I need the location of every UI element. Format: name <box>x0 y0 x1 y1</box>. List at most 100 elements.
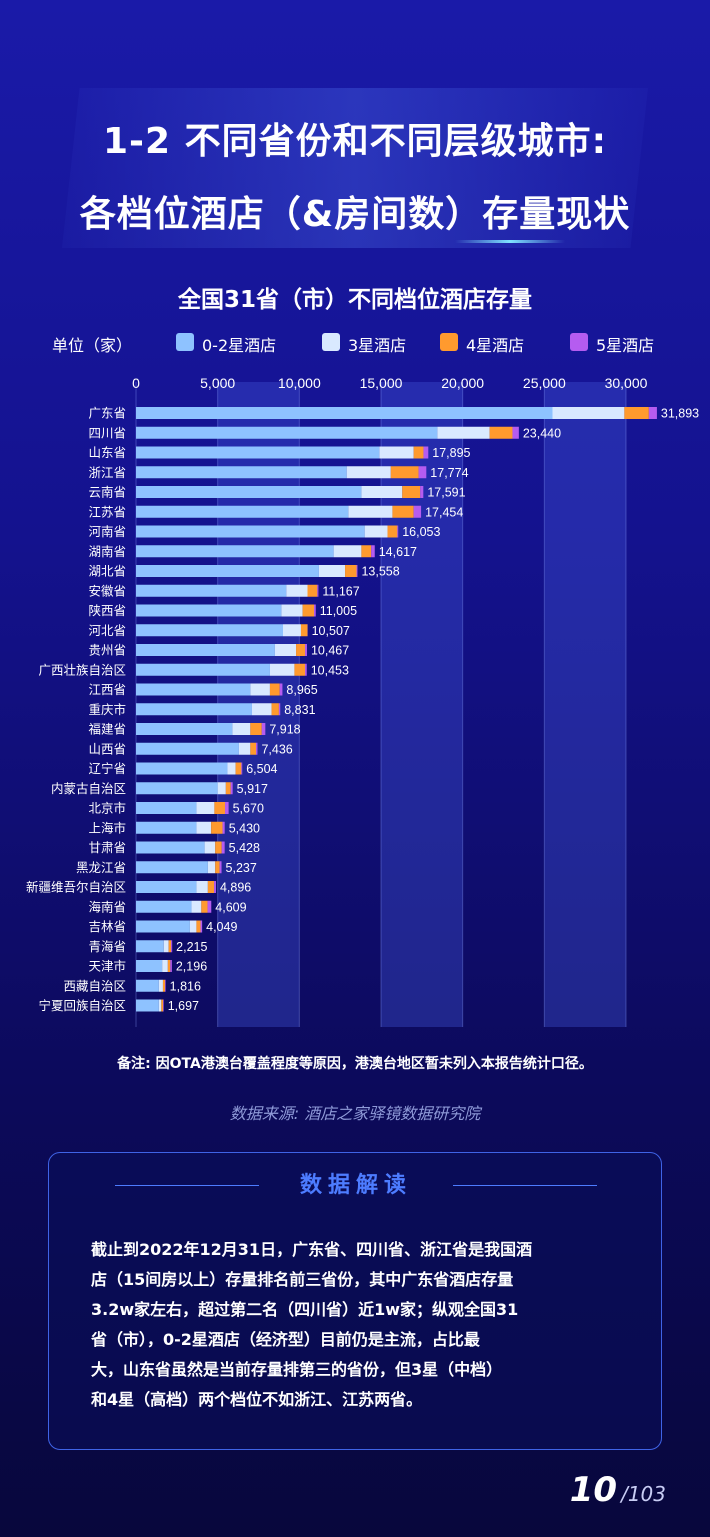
bar-segment <box>217 782 226 795</box>
bar-segment <box>136 821 197 834</box>
total-data-label: 10,467 <box>311 644 349 658</box>
bar-segment <box>279 683 283 696</box>
bar-segment <box>170 960 172 972</box>
bar-segment <box>356 565 358 577</box>
bar-segment <box>136 881 197 893</box>
stacked-bar-chart: 0 5,000 10,000 15,000 20,000 25,000 30,000 广东省 3… <box>26 375 699 1027</box>
chart-title: 全国31省（市）不同档位酒店存量 <box>177 287 532 313</box>
bar-segment <box>214 881 216 893</box>
bar-segment <box>136 584 287 597</box>
page-total: /103 <box>621 1482 666 1506</box>
bar-segment <box>207 861 216 874</box>
bar-segment <box>512 426 519 439</box>
bar-segment <box>136 426 438 439</box>
bar-segment <box>196 802 215 814</box>
bar-segment <box>136 407 553 419</box>
total-data-label: 17,591 <box>427 486 465 500</box>
legend-unit-label: 单位（家） <box>52 336 133 355</box>
bar-segment <box>361 545 372 558</box>
total-data-label: 5,917 <box>237 782 268 796</box>
total-data-label: 11,167 <box>322 584 359 598</box>
category-label: 陕西省 <box>88 603 126 618</box>
bar-segment <box>333 545 362 558</box>
bar-segment <box>261 723 266 735</box>
bar-segment <box>318 565 346 577</box>
bar-segment <box>168 940 172 953</box>
bar-segment <box>387 525 398 538</box>
total-data-label: 10,453 <box>311 663 349 677</box>
total-data-label: 5,428 <box>229 841 260 855</box>
bar-segment <box>348 505 393 518</box>
bar-segment <box>392 505 414 518</box>
bar-segment <box>294 663 306 676</box>
footnote: 备注: 因OTA港澳台覆盖程度等原因，港澳台地区暂未列入本报告统计口径。 <box>117 1056 593 1072</box>
panel-text-line: 3.2w家左右，超过第二名（四川省）近1w家；纵观全国31 <box>91 1300 519 1319</box>
bar-segment <box>136 565 319 577</box>
category-label: 河南省 <box>88 524 126 539</box>
bar-segment <box>136 999 159 1012</box>
total-data-label: 4,896 <box>220 881 251 895</box>
bar-segment <box>397 525 399 538</box>
bar-segment <box>196 821 212 834</box>
total-data-label: 10,507 <box>312 624 350 638</box>
bar-segment <box>307 584 318 597</box>
bar-segment <box>250 683 270 696</box>
total-data-label: 17,454 <box>425 505 463 519</box>
category-label: 福建省 <box>88 722 126 737</box>
total-data-label: 17,895 <box>432 446 470 460</box>
total-data-label: 8,831 <box>284 703 315 717</box>
bar-segment <box>300 624 308 637</box>
bar-segment <box>420 486 424 498</box>
bar-segment <box>402 486 421 498</box>
bar-segment <box>364 525 388 538</box>
bar-segment <box>136 466 347 479</box>
legend-swatch <box>570 333 588 351</box>
bar-segment <box>346 466 391 479</box>
total-data-label: 31,893 <box>661 407 699 421</box>
bar-segment <box>271 703 279 716</box>
bar-segment <box>269 663 295 676</box>
category-label: 湖北省 <box>88 564 126 579</box>
bar-segment <box>136 940 164 953</box>
category-label: 新疆维吾尔自治区 <box>26 880 126 895</box>
total-data-label: 13,558 <box>361 565 399 579</box>
legend-label: 3星酒店 <box>348 336 407 355</box>
bar-segment <box>278 703 281 716</box>
total-data-label: 8,965 <box>286 683 317 697</box>
bar-segment <box>214 802 226 814</box>
total-data-label: 7,436 <box>261 742 292 756</box>
bar-segment <box>136 841 205 854</box>
bar-segment <box>136 979 159 992</box>
page-current: 10 <box>569 1470 618 1510</box>
bar-segment <box>648 407 657 419</box>
bar-segment <box>437 426 490 439</box>
panel-title-rule-left <box>115 1185 259 1186</box>
bar-segment <box>296 644 306 656</box>
bar-segment <box>274 644 297 656</box>
bar-segment <box>317 584 319 597</box>
bar-segment <box>158 999 162 1012</box>
category-label: 甘肃省 <box>88 840 126 855</box>
bar-segment <box>552 407 625 419</box>
bar-segment <box>222 821 225 834</box>
bar-segment <box>251 703 272 716</box>
panel-text-line: 截止到2022年12月31日，广东省、四川省、浙江省是我国酒 <box>91 1240 533 1259</box>
bar-segment <box>305 663 307 676</box>
bar-segment <box>136 762 228 775</box>
bar-segment <box>281 604 303 617</box>
category-label: 安徽省 <box>88 583 126 598</box>
bar-segment <box>235 762 242 775</box>
bar-segment <box>256 742 258 755</box>
bar-segment <box>286 584 308 597</box>
bar-segment <box>225 782 231 795</box>
total-data-label: 11,005 <box>320 604 357 618</box>
bar-segment <box>423 446 429 459</box>
bar-segment <box>283 624 301 637</box>
bar-segment <box>136 624 283 637</box>
bar-segment <box>221 841 225 854</box>
category-label: 辽宁省 <box>88 761 126 776</box>
bar-segment <box>136 644 275 656</box>
bar-segment <box>136 505 349 518</box>
bar-segment <box>191 900 202 913</box>
category-label: 河北省 <box>88 623 126 638</box>
